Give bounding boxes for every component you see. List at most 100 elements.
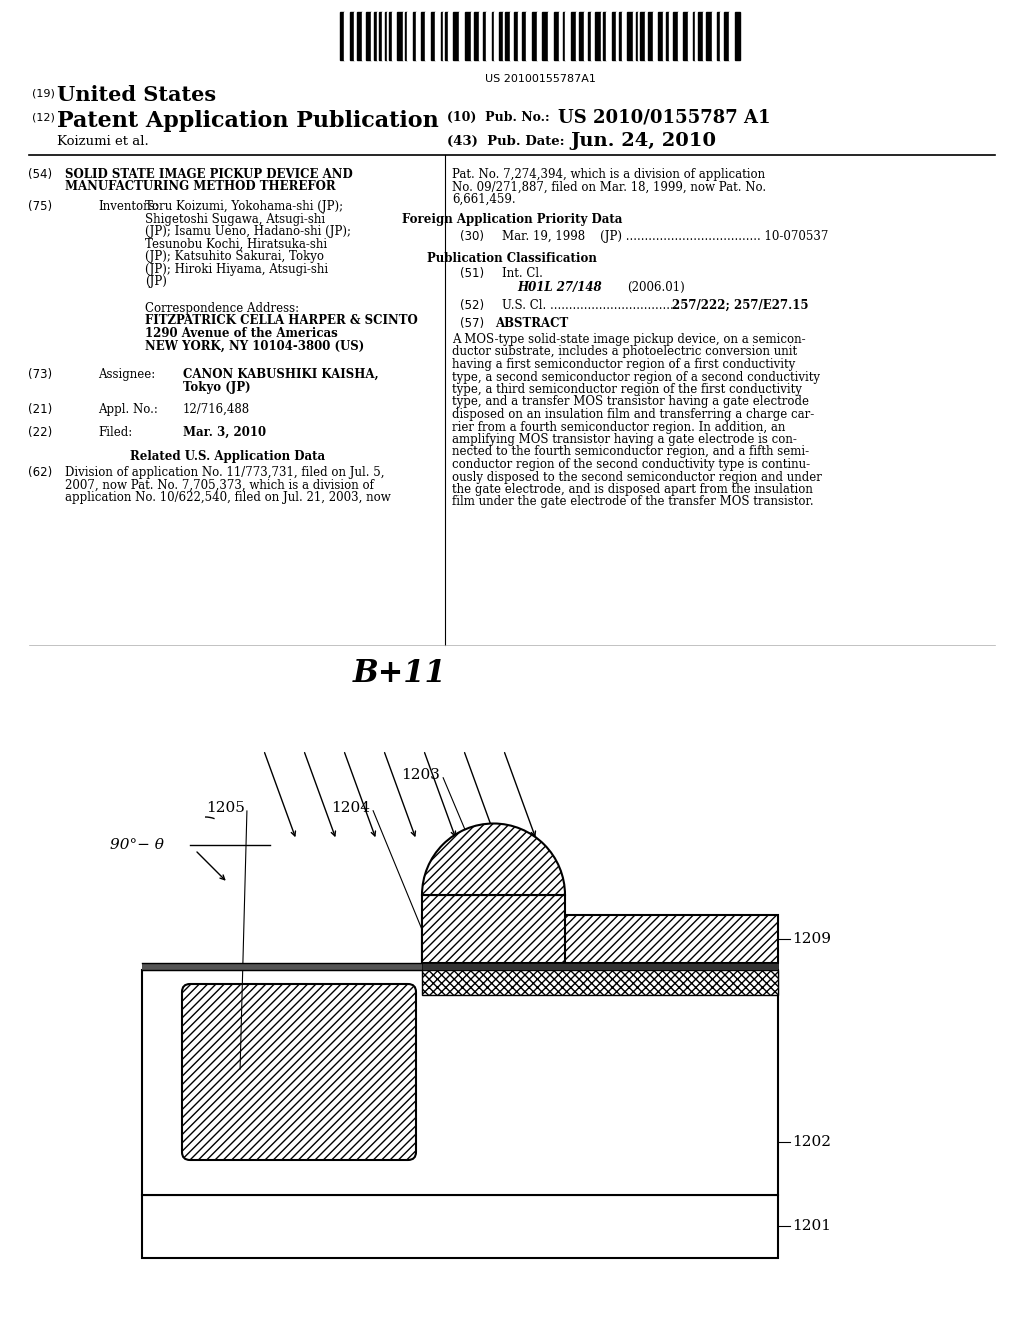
Text: Pat. No. 7,274,394, which is a division of application: Pat. No. 7,274,394, which is a division …	[452, 168, 765, 181]
Text: Inventors:: Inventors:	[98, 201, 159, 213]
Text: ously disposed to the second semiconductor region and under: ously disposed to the second semiconduct…	[452, 470, 822, 483]
Bar	[379, 12, 382, 59]
Bar	[669, 12, 673, 59]
Bar	[627, 12, 633, 59]
Bar	[142, 964, 778, 970]
Bar	[422, 964, 778, 970]
Text: disposed on an insulation film and transferring a charge car-: disposed on an insulation film and trans…	[452, 408, 814, 421]
Bar	[471, 12, 474, 59]
Bar	[720, 12, 724, 59]
Bar	[633, 12, 636, 59]
Text: United States: United States	[57, 84, 216, 106]
Text: 1201: 1201	[792, 1218, 831, 1233]
Bar	[554, 12, 559, 59]
Bar	[479, 12, 483, 59]
Bar	[510, 12, 514, 59]
Text: Related U.S. Application Data: Related U.S. Application Data	[130, 450, 326, 463]
Bar	[435, 12, 441, 59]
Text: (JP); Katsuhito Sakurai, Tokyo: (JP); Katsuhito Sakurai, Tokyo	[145, 249, 324, 263]
Bar	[666, 12, 669, 59]
Text: U.S. Cl. ..................................: U.S. Cl. ...............................…	[502, 300, 678, 312]
Bar	[712, 12, 717, 59]
Text: NEW YORK, NY 10104-3800 (US): NEW YORK, NY 10104-3800 (US)	[145, 339, 365, 352]
Text: Shigetoshi Sugawa, Atsugi-shi: Shigetoshi Sugawa, Atsugi-shi	[145, 213, 326, 226]
Bar	[350, 12, 354, 59]
Bar	[645, 12, 648, 59]
Bar	[371, 12, 374, 59]
Bar	[382, 12, 385, 59]
Bar	[618, 12, 622, 59]
Bar	[537, 12, 542, 59]
Bar	[403, 12, 406, 59]
Bar	[387, 12, 389, 59]
Bar	[422, 895, 565, 964]
Text: Koizumi et al.: Koizumi et al.	[57, 135, 148, 148]
Text: 1205: 1205	[206, 801, 245, 814]
Bar	[658, 12, 663, 59]
Text: (75): (75)	[28, 201, 52, 213]
Bar	[559, 12, 563, 59]
Bar	[695, 12, 698, 59]
Bar	[591, 12, 595, 59]
Bar	[724, 12, 729, 59]
Text: (51): (51)	[460, 267, 484, 280]
Bar	[698, 12, 703, 59]
Bar	[142, 964, 422, 970]
Bar	[640, 12, 645, 59]
Bar	[425, 12, 431, 59]
Text: US 2010/0155787 A1: US 2010/0155787 A1	[558, 110, 770, 127]
Bar	[688, 12, 693, 59]
Text: type, a second semiconductor region of a second conductivity: type, a second semiconductor region of a…	[452, 371, 820, 384]
Bar	[571, 12, 575, 59]
Bar	[717, 12, 720, 59]
Bar	[449, 12, 453, 59]
Text: Mar. 3, 2010: Mar. 3, 2010	[183, 426, 266, 440]
Bar	[703, 12, 706, 59]
Bar	[588, 12, 591, 59]
Text: Appl. No.:: Appl. No.:	[98, 403, 158, 416]
Bar	[422, 915, 778, 964]
Text: A MOS-type solid-state image pickup device, on a semicon-: A MOS-type solid-state image pickup devi…	[452, 333, 806, 346]
Text: Mar. 19, 1998    (JP) .................................... 10-070537: Mar. 19, 1998 (JP) .....................…	[502, 230, 828, 243]
Bar	[357, 12, 362, 59]
Text: B+11: B+11	[353, 657, 446, 689]
Bar	[431, 12, 435, 59]
Bar	[443, 12, 445, 59]
Bar	[693, 12, 695, 59]
Text: (62): (62)	[28, 466, 52, 479]
Text: (52): (52)	[460, 300, 484, 312]
Bar	[422, 970, 778, 995]
Text: Patent Application Publication: Patent Application Publication	[57, 110, 438, 132]
Bar	[340, 12, 344, 59]
Text: MANUFACTURING METHOD THEREFOR: MANUFACTURING METHOD THEREFOR	[65, 181, 336, 194]
Bar	[494, 12, 499, 59]
Bar	[606, 12, 612, 59]
Bar	[344, 12, 350, 59]
Text: Assignee:: Assignee:	[98, 368, 156, 381]
Bar	[595, 12, 601, 59]
Text: Toru Koizumi, Yokohama-shi (JP);: Toru Koizumi, Yokohama-shi (JP);	[145, 201, 343, 213]
Text: nected to the fourth semiconductor region, and a fifth semi-: nected to the fourth semiconductor regio…	[452, 446, 809, 458]
Bar	[354, 12, 357, 59]
Text: (73): (73)	[28, 368, 52, 381]
Bar	[422, 915, 778, 964]
Bar	[441, 12, 443, 59]
Text: (43)  Pub. Date:: (43) Pub. Date:	[447, 135, 564, 148]
Bar	[421, 12, 425, 59]
Bar	[397, 12, 403, 59]
Bar	[616, 12, 618, 59]
Bar	[735, 12, 740, 59]
Text: type, a third semiconductor region of the first conductivity: type, a third semiconductor region of th…	[452, 383, 802, 396]
Text: (JP); Isamu Ueno, Hadano-shi (JP);: (JP); Isamu Ueno, Hadano-shi (JP);	[145, 224, 351, 238]
Text: 257/222; 257/E27.15: 257/222; 257/E27.15	[672, 300, 809, 312]
Text: (54): (54)	[28, 168, 52, 181]
Text: having a first semiconductor region of a first conductivity: having a first semiconductor region of a…	[452, 358, 796, 371]
Bar	[142, 970, 778, 1195]
Text: conductor region of the second conductivity type is continu-: conductor region of the second conductiv…	[452, 458, 810, 471]
Wedge shape	[422, 824, 565, 895]
Text: Publication Classification: Publication Classification	[427, 252, 597, 265]
FancyBboxPatch shape	[182, 983, 416, 1160]
Text: 1290 Avenue of the Americas: 1290 Avenue of the Americas	[145, 327, 338, 341]
Bar	[492, 12, 494, 59]
Bar	[706, 12, 712, 59]
